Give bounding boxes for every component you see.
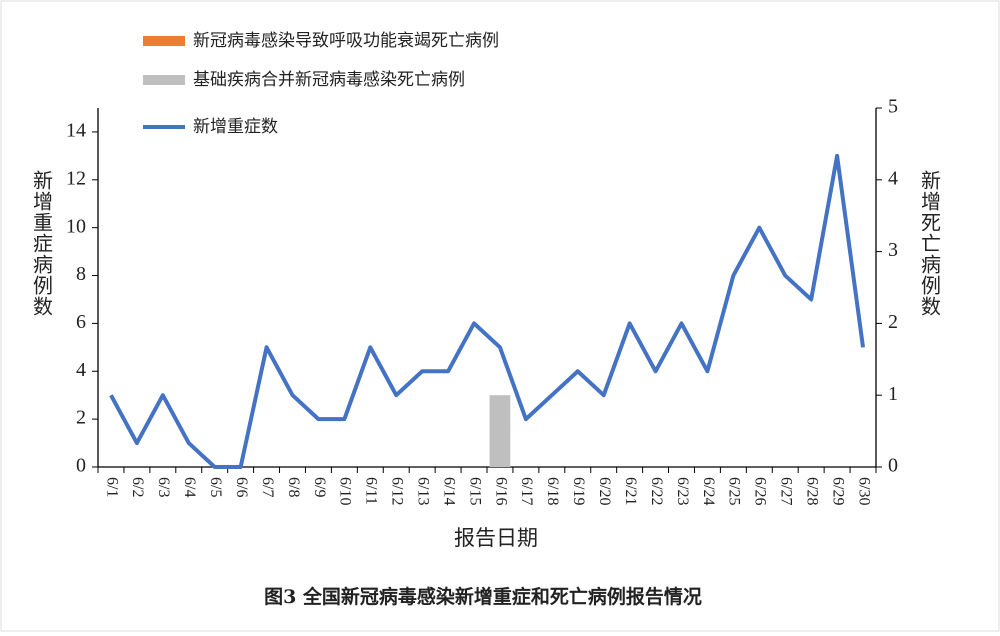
- x-axis-label: 报告日期: [454, 526, 538, 550]
- y-tick-label: 0: [76, 455, 86, 477]
- x-tick-label: 6/27: [778, 477, 795, 505]
- x-tick-label: 6/26: [752, 477, 769, 505]
- legend-label: 基础疾病合并新冠病毒感染死亡病例: [193, 70, 465, 90]
- x-tick-label: 6/28: [803, 477, 820, 505]
- y2-tick-label: 3: [888, 239, 898, 261]
- x-tick-label: 6/4: [181, 477, 198, 497]
- x-tick-label: 6/18: [544, 477, 561, 505]
- y2-tick-label: 5: [888, 96, 898, 118]
- x-tick-label: 6/29: [829, 477, 846, 505]
- chart-title: 图3 全国新冠病毒感染新增重症和死亡病例报告情况: [264, 585, 702, 608]
- x-tick-label: 6/17: [518, 477, 535, 505]
- y2-tick-label: 0: [888, 455, 898, 477]
- x-tick-label: 6/5: [207, 477, 224, 497]
- x-tick-label: 6/11: [363, 477, 380, 505]
- legend-swatch: [143, 36, 185, 46]
- x-tick-label: 6/2: [129, 477, 146, 497]
- x-tick-label: 6/15: [466, 477, 483, 505]
- y-tick-label: 2: [76, 407, 86, 429]
- x-tick-label: 6/23: [674, 477, 691, 505]
- x-tick-label: 6/3: [155, 477, 172, 497]
- x-tick-label: 6/10: [337, 477, 354, 505]
- y-tick-label: 4: [76, 359, 86, 381]
- x-tick-label: 6/14: [440, 477, 457, 505]
- x-tick-label: 6/21: [622, 477, 639, 505]
- y2-tick-label: 4: [888, 167, 898, 189]
- y2-tick-label: 2: [888, 311, 898, 333]
- x-tick-label: 6/20: [596, 477, 613, 505]
- y-tick-label: 14: [66, 120, 86, 142]
- x-tick-label: 6/25: [726, 477, 743, 505]
- x-tick-label: 6/24: [700, 477, 717, 505]
- legend-swatch: [143, 75, 185, 85]
- y-axis-label: 新增重症病例数: [30, 170, 54, 317]
- x-tick-label: 6/30: [855, 477, 872, 505]
- x-tick-label: 6/1: [103, 477, 120, 497]
- x-tick-label: 6/22: [648, 477, 665, 505]
- y2-tick-label: 1: [888, 383, 898, 405]
- y-tick-label: 6: [76, 311, 86, 333]
- x-tick-label: 6/7: [259, 477, 276, 497]
- y-tick-label: 10: [66, 215, 86, 237]
- x-tick-label: 6/13: [414, 477, 431, 505]
- bar: [489, 395, 511, 467]
- x-tick-label: 6/16: [492, 477, 509, 505]
- y-tick-label: 8: [76, 263, 86, 285]
- x-tick-label: 6/8: [285, 477, 302, 497]
- legend-label: 新冠病毒感染导致呼吸功能衰竭死亡病例: [193, 31, 499, 51]
- x-tick-label: 6/12: [389, 477, 406, 505]
- x-tick-label: 6/19: [570, 477, 587, 505]
- legend-label: 新增重症数: [193, 117, 278, 137]
- line: [109, 153, 866, 469]
- y2-axis-label: 新增死亡病例数: [918, 170, 942, 317]
- y-tick-label: 12: [66, 167, 86, 189]
- x-tick-label: 6/6: [233, 477, 250, 497]
- x-tick-label: 6/9: [311, 477, 328, 497]
